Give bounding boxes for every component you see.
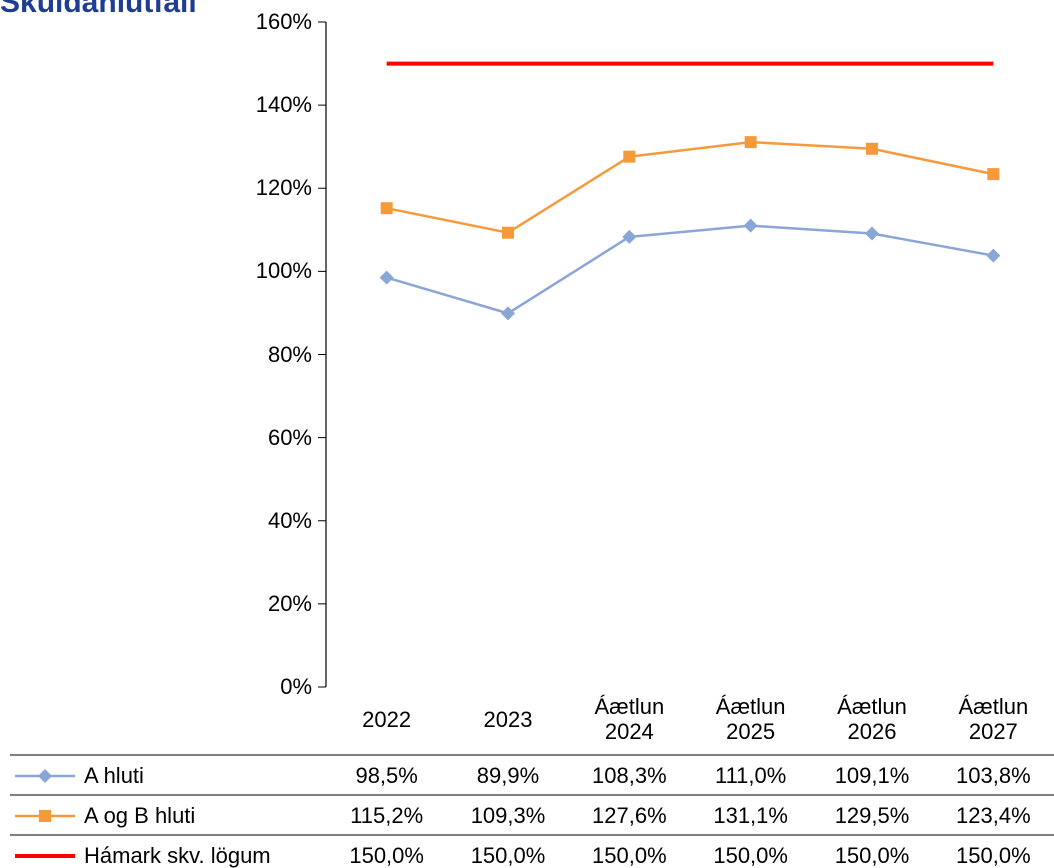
table-cell: 127,6% xyxy=(592,803,667,828)
table-cell: 150,0% xyxy=(349,843,424,868)
x-tick-label: 2023 xyxy=(483,707,533,732)
table-cell: 109,1% xyxy=(834,763,910,788)
x-tick-label: 2022 xyxy=(362,707,412,732)
table-cell: 103,8% xyxy=(956,763,1031,788)
y-tick-label: 160% xyxy=(255,9,312,34)
point xyxy=(986,248,1001,263)
series-line xyxy=(386,224,994,315)
table-cell: 108,3% xyxy=(592,763,667,788)
y-tick-label: 20% xyxy=(267,590,312,616)
chart-title: Skuldahlutfall xyxy=(0,0,197,19)
point xyxy=(866,142,878,155)
y-tick-label: 40% xyxy=(267,507,312,533)
point xyxy=(623,150,636,163)
legend-label: A hluti xyxy=(84,763,144,788)
table-cell: 150,0% xyxy=(834,843,910,868)
x-tick-label: Áætlun 2025 xyxy=(715,694,786,744)
table-cell: 111,0% xyxy=(714,763,787,788)
table-cell: 109,3% xyxy=(470,803,546,828)
table-cell: 98,5% xyxy=(355,763,418,788)
y-tick-label: 140% xyxy=(255,92,312,118)
table-cell: 115,2% xyxy=(350,803,424,828)
x-tick-label: Áætlun 2024 xyxy=(594,694,665,744)
table-cell: 89,9% xyxy=(476,763,540,788)
y-tick-label: 60% xyxy=(267,424,312,450)
legend-label: Hámark skv. lögum xyxy=(84,843,271,868)
legend-marker xyxy=(38,769,52,783)
table-cell: 129,5% xyxy=(834,803,910,828)
point xyxy=(622,229,637,244)
table-cell: 150,0% xyxy=(470,843,546,868)
x-tick-label: Áætlun 2027 xyxy=(958,694,1029,744)
point xyxy=(744,136,757,149)
table-cell: 150,0% xyxy=(592,843,667,868)
point xyxy=(380,202,393,215)
legend-marker xyxy=(39,810,51,822)
table-cell: 150,0% xyxy=(956,843,1031,868)
point xyxy=(987,168,1000,181)
y-tick-label: 0% xyxy=(280,674,312,699)
table-cell: 131,1% xyxy=(713,803,788,828)
table-cell: 150,0% xyxy=(713,843,788,868)
y-tick-label: 100% xyxy=(255,258,312,284)
point xyxy=(865,226,879,241)
point xyxy=(743,218,758,233)
point xyxy=(379,270,394,285)
table-cell: 123,4% xyxy=(956,803,1031,828)
x-tick-label: Áætlun 2026 xyxy=(837,694,907,744)
point xyxy=(502,226,514,239)
legend-label: A og B hluti xyxy=(84,803,196,828)
y-tick-label: 120% xyxy=(255,175,312,201)
y-tick-label: 80% xyxy=(267,341,312,367)
series-line xyxy=(386,140,994,235)
point xyxy=(501,306,515,321)
